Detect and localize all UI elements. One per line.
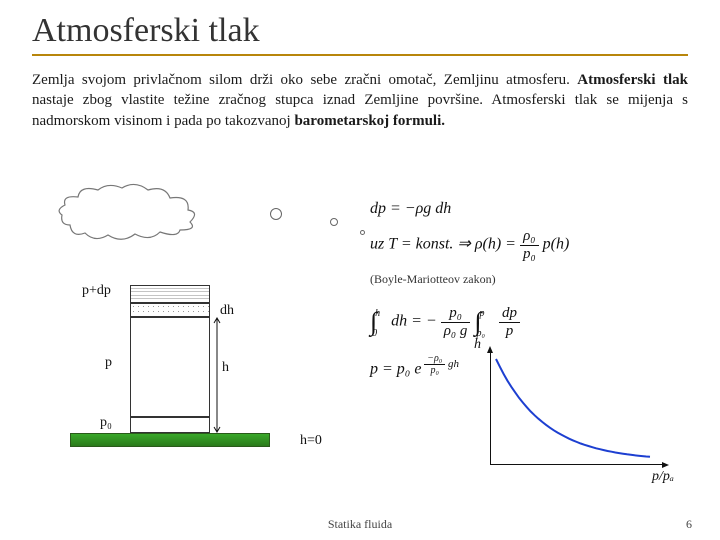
- ground-strip: [70, 433, 270, 447]
- body-sentence-1: Zemlja svojom privlačnom silom drži oko …: [32, 72, 570, 88]
- eq2-fraction: ρ₀ p₀: [520, 228, 539, 262]
- eq3-body1: dh = −: [391, 313, 437, 330]
- equation-dp: dp = −ρg dh: [370, 200, 569, 218]
- equation-integral: ∫h0 dh = − p₀ ρ₀ g ∫pp₀ dp p: [370, 305, 569, 339]
- graph-x-label: p/pₐ: [652, 469, 674, 485]
- graph-y-label: h: [474, 337, 481, 353]
- arrowhead-up-icon: [487, 346, 493, 353]
- boyle-mariotte-note: (Boyle-Mariotteov zakon): [370, 272, 569, 287]
- eq4-exp-num: −ρ₀: [424, 353, 445, 365]
- slide-title: Atmosferski tlak: [32, 12, 688, 56]
- body-bold-2: barometarskoj formuli.: [294, 113, 445, 129]
- eq3-f2-den: p: [499, 323, 520, 340]
- bubble-icon: [330, 218, 338, 226]
- column-bottom: [130, 417, 210, 433]
- h-arrow-icon: [212, 317, 222, 433]
- eq4-exp-post: gh: [445, 358, 459, 370]
- label-h0: h=0: [300, 433, 322, 449]
- body-paragraph: Zemlja svojom privlačnom silom drži oko …: [32, 70, 688, 131]
- slide: Atmosferski tlak Zemlja svojom privlačno…: [0, 0, 720, 540]
- eq3-f1-num: p₀: [441, 305, 471, 323]
- eq2-frac-den: p₀: [520, 246, 539, 263]
- eq3-f1-den: ρ₀ g: [441, 323, 471, 340]
- air-column-diagram: p+dp dh p h p₀ h=0: [100, 285, 230, 470]
- column-slice-dh: [130, 303, 210, 317]
- int1-lower: 0: [372, 328, 377, 339]
- footer-center: Statika fluida: [0, 517, 720, 532]
- int1-upper: h: [375, 308, 380, 319]
- eq4-pre: p = p₀ e: [370, 360, 421, 377]
- bubble-icon: [270, 208, 282, 220]
- label-dh: dh: [220, 303, 234, 319]
- label-p0: p₀: [100, 415, 112, 431]
- body-bold-1: Atmosferski tlak: [577, 72, 688, 88]
- eq4-exp-frac: −ρ₀ p₀: [424, 353, 445, 376]
- bubble-icon: [360, 230, 365, 235]
- h-vs-p-graph: h p/pₐ: [480, 355, 660, 465]
- eq2-post: p(h): [543, 236, 570, 253]
- eq4-exp-den: p₀: [424, 365, 445, 376]
- column-main: [130, 317, 210, 417]
- graph-curve: [480, 355, 660, 465]
- cloud-icon: [50, 180, 210, 250]
- label-h: h: [222, 360, 229, 376]
- footer-page-number: 6: [686, 517, 692, 532]
- equation-rho-h: uz T = konst. ⇒ ρ(h) = ρ₀ p₀ p(h): [370, 228, 569, 262]
- eq2-pre: uz T = konst. ⇒ ρ(h) =: [370, 236, 520, 253]
- int2-upper: p: [480, 308, 485, 319]
- arrowhead-right-icon: [662, 462, 669, 468]
- eq3-fraction2: dp p: [499, 305, 520, 339]
- column-slice-top: [130, 285, 210, 303]
- eq2-frac-num: ρ₀: [520, 228, 539, 246]
- eq3-fraction1: p₀ ρ₀ g: [441, 305, 471, 339]
- label-p: p: [105, 355, 112, 371]
- eq3-f2-num: dp: [499, 305, 520, 323]
- diagram-area: p+dp dh p h p₀ h=0 dp = −ρg dh uz T = ko…: [40, 180, 690, 510]
- label-p-plus-dp: p+dp: [82, 283, 111, 299]
